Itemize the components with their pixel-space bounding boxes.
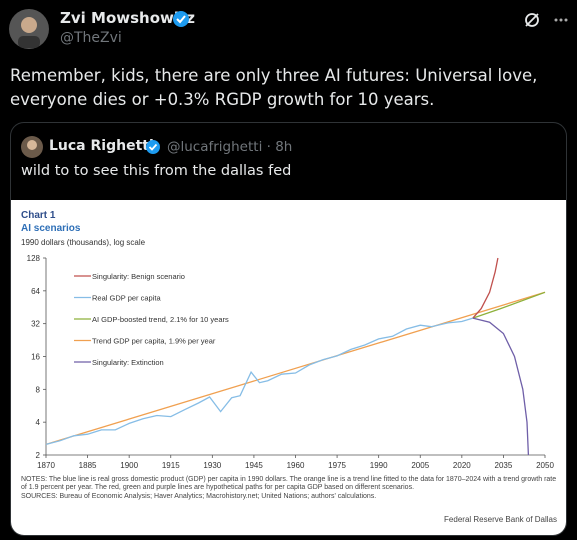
x-tick-label: 1975 — [328, 461, 346, 470]
series-line — [472, 291, 546, 319]
y-tick-label: 32 — [31, 320, 40, 329]
chart-subtitle: AI scenarios — [21, 223, 81, 234]
chart-credit: Federal Reserve Bank of Dallas — [444, 515, 557, 524]
y-tick-label: 128 — [27, 254, 41, 263]
legend-label: Real GDP per capita — [92, 294, 161, 303]
series-line — [472, 257, 499, 319]
chart-image — [11, 200, 566, 535]
quote-avatar — [21, 136, 43, 158]
x-tick-label: 2050 — [536, 461, 554, 470]
legend-label: AI GDP-boosted trend, 2.1% for 10 years — [92, 315, 229, 324]
x-tick-label: 1900 — [120, 461, 138, 470]
x-tick-label: 1990 — [370, 461, 388, 470]
chart-title: Chart 1 — [21, 210, 56, 221]
y-tick-label: 16 — [31, 353, 40, 362]
x-tick-label: 2005 — [411, 461, 429, 470]
verified-badge — [146, 140, 160, 154]
x-tick-label: 2035 — [495, 461, 513, 470]
series-line — [45, 291, 546, 446]
legend-label: Trend GDP per capita, 1.9% per year — [92, 337, 216, 346]
series-line — [472, 317, 530, 456]
x-tick-label: 1870 — [37, 461, 55, 470]
quote-text: wild to to see this from the dallas fed — [21, 163, 292, 179]
x-tick-label: 1945 — [245, 461, 263, 470]
series-line — [45, 317, 474, 446]
notes: NOTES: The blue line is real gross domes… — [21, 476, 557, 492]
x-tick-label: 1885 — [79, 461, 97, 470]
y-tick-label: 8 — [36, 385, 41, 394]
y-tick-label: 64 — [31, 287, 40, 296]
legend-label: Singularity: Extinction — [92, 358, 164, 367]
y-axis-label: 1990 dollars (thousands), log scale — [21, 238, 146, 247]
quote-meta: @lucafrighetti · 8h — [167, 139, 293, 155]
chart: Chart 1 AI scenarios 1990 dollars (thous… — [21, 210, 554, 470]
sources: SOURCES: Bureau of Economic Analysis; Ha… — [21, 492, 377, 500]
x-tick-label: 1915 — [162, 461, 180, 470]
x-tick-label: 2020 — [453, 461, 471, 470]
quote-card[interactable]: Luca Righetti @lucafrighetti · 8h wild t… — [10, 122, 567, 536]
y-tick-label: 4 — [36, 418, 41, 427]
tweet-text: Remember, kids, there are only three AI … — [10, 66, 538, 109]
x-tick-label: 1930 — [203, 461, 221, 470]
quote-time: 8h — [275, 139, 293, 155]
verified-badge — [173, 11, 189, 27]
x-tick-label: 1960 — [287, 461, 305, 470]
quote-author-handle: @lucafrighetti — [167, 139, 263, 155]
chart-notes: NOTES: The blue line is real gross domes… — [21, 476, 561, 501]
avatar[interactable] — [8, 8, 50, 50]
y-tick-label: 2 — [36, 451, 41, 460]
author-name[interactable]: Zvi Mowshowitz — [60, 9, 195, 27]
actions[interactable] — [522, 10, 570, 30]
legend-label: Singularity: Benign scenario — [92, 272, 185, 281]
author-handle[interactable]: @TheZvi — [60, 30, 122, 46]
quote-author-name: Luca Righetti — [49, 138, 154, 154]
